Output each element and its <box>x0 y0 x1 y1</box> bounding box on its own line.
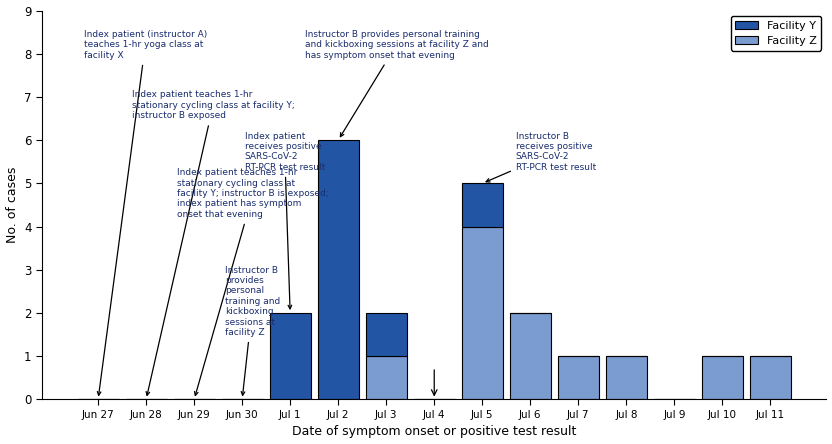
Text: Instructor B provides personal training
and kickboxing sessions at facility Z an: Instructor B provides personal training … <box>305 30 488 137</box>
Text: Index patient teaches 1-hr
stationary cycling class at
facility Y; instructor B : Index patient teaches 1-hr stationary cy… <box>177 168 329 396</box>
Text: Index patient
receives positive
SARS-CoV-2
RT-PCR test result: Index patient receives positive SARS-CoV… <box>245 131 324 309</box>
Bar <box>606 356 646 400</box>
Text: Index patient teaches 1-hr
stationary cycling class at facility Y;
instructor B : Index patient teaches 1-hr stationary cy… <box>131 91 295 396</box>
Bar <box>558 356 599 400</box>
Text: Instructor B
provides
personal
training and
kickboxing
sessions at
facility Z: Instructor B provides personal training … <box>225 266 280 395</box>
Bar <box>702 356 743 400</box>
Bar <box>750 356 790 400</box>
Bar <box>462 183 503 226</box>
Bar <box>462 226 503 400</box>
Y-axis label: No. of cases: No. of cases <box>6 167 18 243</box>
Legend: Facility Y, Facility Z: Facility Y, Facility Z <box>731 16 821 51</box>
Bar <box>366 356 407 400</box>
Text: Instructor B
receives positive
SARS-CoV-2
RT-PCR test result: Instructor B receives positive SARS-CoV-… <box>486 131 596 182</box>
X-axis label: Date of symptom onset or positive test result: Date of symptom onset or positive test r… <box>292 425 577 438</box>
Text: Index patient (instructor A)
teaches 1-hr yoga class at
facility X: Index patient (instructor A) teaches 1-h… <box>84 30 207 395</box>
Bar <box>318 140 359 400</box>
Bar <box>510 313 551 400</box>
Bar <box>270 313 310 400</box>
Bar <box>366 313 407 356</box>
